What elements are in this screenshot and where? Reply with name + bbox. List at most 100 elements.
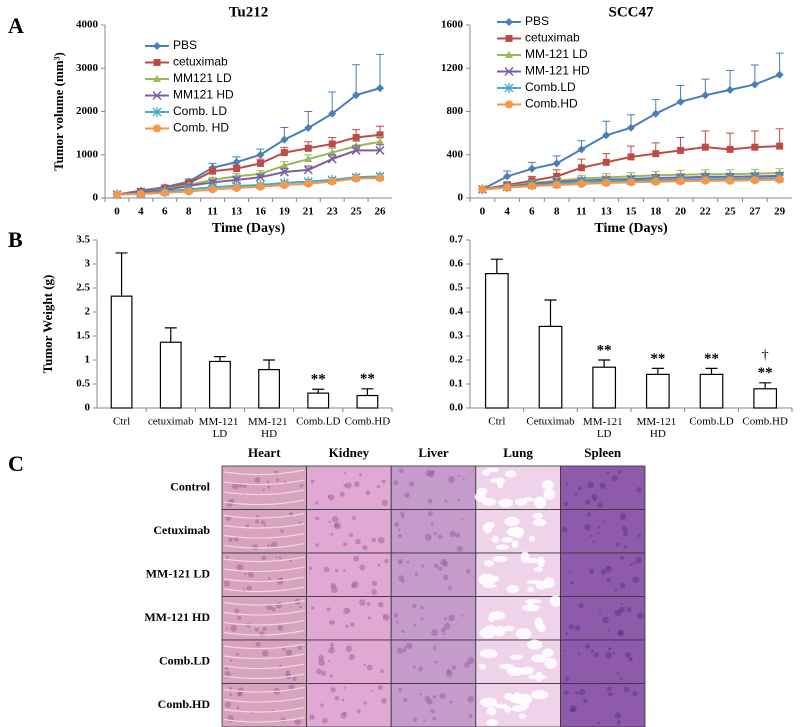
marker: [478, 185, 487, 194]
y-tick-label: 2000: [76, 105, 99, 117]
tissue-texture: [403, 646, 407, 650]
column-header: Liver: [418, 445, 449, 460]
tissue-texture: [620, 556, 625, 560]
x-tick-label: 27: [749, 206, 761, 218]
error-bar: [213, 356, 226, 362]
tissue-texture: [597, 531, 600, 535]
marker: [726, 145, 734, 153]
tissue-texture: [346, 609, 350, 612]
tissue-texture: [599, 482, 607, 489]
tissue-texture: [476, 487, 488, 495]
tissue-texture: [636, 487, 642, 493]
tissue-texture: [229, 693, 232, 696]
tissue-texture: [223, 576, 305, 583]
tissue-texture: [531, 654, 547, 663]
tissue-texture: [584, 643, 590, 649]
tissue-texture: [506, 584, 520, 594]
x-axis-title: Time (Days): [212, 221, 286, 236]
tissue-texture: [585, 499, 591, 505]
tissue-texture: [393, 480, 399, 486]
x-tick-label: 0: [114, 206, 120, 218]
tissue-texture: [223, 469, 305, 476]
tissue-image: [390, 552, 477, 597]
tissue-texture: [632, 576, 640, 584]
tissue-texture: [444, 499, 448, 503]
tissue-texture: [616, 671, 620, 675]
tissue-texture: [515, 628, 532, 640]
x-tick-label-line: MM-121: [199, 416, 241, 428]
y-tick-label: 2: [85, 306, 91, 318]
tissue-texture: [617, 469, 622, 474]
tissue-texture: [488, 615, 495, 622]
error-bar: [312, 388, 325, 394]
tissue-texture: [496, 544, 510, 550]
tissue-texture: [628, 657, 633, 662]
tissue-texture: [528, 535, 536, 542]
x-tick-label: 8: [186, 206, 192, 218]
tissue-texture: [633, 561, 637, 565]
tissue-texture: [377, 536, 385, 544]
tissue-texture: [223, 499, 305, 506]
tissue-texture: [486, 719, 499, 727]
tissue-texture: [342, 542, 348, 547]
tissue-texture: [574, 690, 579, 695]
tissue-texture: [526, 639, 543, 650]
tissue-texture: [263, 524, 267, 527]
tissue-texture: [376, 485, 380, 489]
tissue-texture: [496, 477, 504, 489]
tissue-texture: [365, 490, 371, 496]
marker: [255, 172, 265, 182]
tissue-texture: [537, 556, 545, 568]
tissue-texture: [623, 686, 630, 693]
tissue-image: [560, 509, 646, 554]
tissue-texture: [606, 565, 610, 569]
tissue-texture: [321, 670, 327, 676]
tissue-texture: [433, 647, 437, 651]
x-tick-label: Ctrl: [488, 416, 505, 428]
tissue-texture: [310, 479, 315, 484]
tissue-texture: [248, 572, 254, 578]
tissue-texture: [625, 652, 631, 658]
y-tick-label: 0.6: [449, 258, 463, 270]
tissue-texture: [614, 712, 621, 719]
tissue-texture: [462, 478, 465, 481]
tissue-texture: [433, 532, 437, 536]
tissue-texture: [345, 624, 349, 628]
x-tick-label: 4: [504, 206, 510, 218]
y-tick-label: 0.5: [449, 282, 463, 294]
tissue-texture: [606, 577, 611, 582]
tissue-texture: [494, 703, 508, 709]
error-bar: [759, 382, 772, 389]
tissue-texture: [353, 481, 360, 488]
x-tick-label: 18: [650, 206, 662, 218]
tissue-texture: [223, 673, 305, 680]
bar: [538, 325, 563, 409]
legend-label: PBS: [173, 38, 197, 52]
marker: [153, 42, 161, 50]
tissue-texture: [340, 712, 347, 719]
chart-title: Tu212: [229, 4, 268, 20]
tissue-texture: [329, 674, 333, 678]
y-tick-label: 400: [447, 148, 464, 160]
tissue-texture: [381, 499, 388, 507]
tissue-texture: [542, 648, 554, 658]
tissue-texture: [382, 614, 390, 621]
tissue-texture: [245, 524, 249, 528]
tissue-texture: [271, 607, 276, 612]
tissue-texture: [377, 685, 383, 690]
marker: [505, 100, 513, 109]
tissue-texture: [619, 513, 627, 520]
legend-label: MM121 LD: [173, 71, 232, 85]
marker: [152, 90, 162, 101]
bar: [592, 366, 617, 409]
tissue-texture: [442, 560, 449, 567]
tissue-texture: [418, 666, 423, 672]
significance-mark: **: [758, 365, 773, 381]
tissue-texture: [318, 659, 326, 667]
x-tick-label: cetuximab: [148, 416, 194, 428]
marker: [627, 123, 635, 132]
tissue-texture: [574, 624, 581, 631]
marker: [577, 179, 586, 188]
error-bar: [164, 327, 177, 343]
tissue-texture: [491, 535, 499, 544]
